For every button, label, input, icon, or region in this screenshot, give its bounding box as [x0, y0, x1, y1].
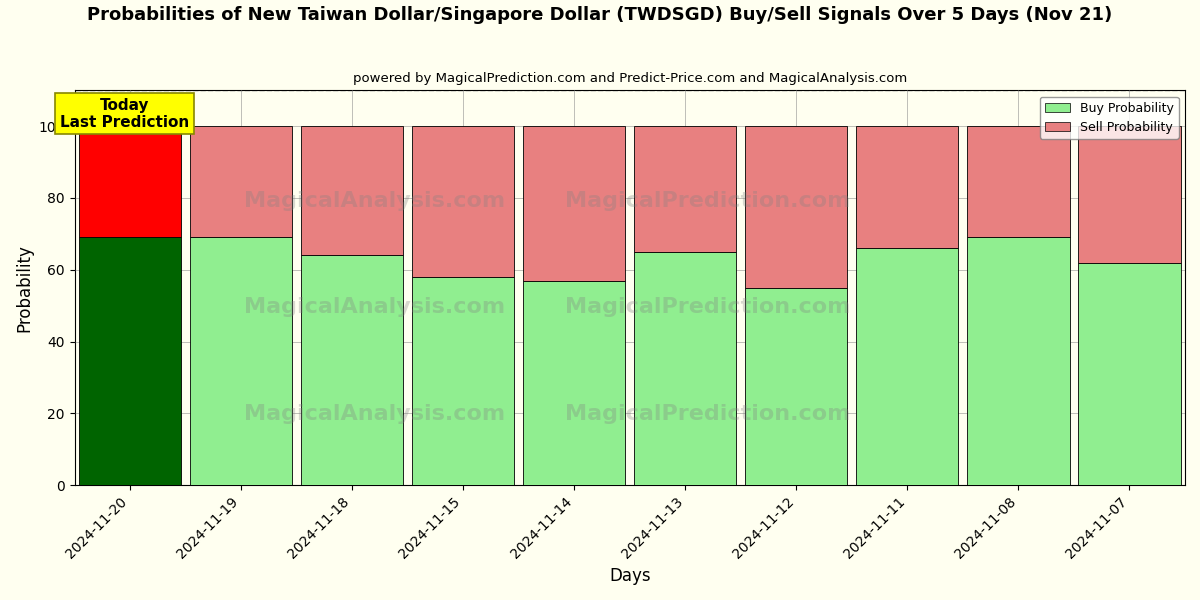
Bar: [301, 256, 403, 485]
Text: Today
Last Prediction: Today Last Prediction: [60, 98, 190, 130]
X-axis label: Days: Days: [610, 567, 650, 585]
Bar: [745, 126, 847, 288]
Text: MagicalAnalysis.com: MagicalAnalysis.com: [244, 404, 505, 424]
Text: MagicalPrediction.com: MagicalPrediction.com: [565, 404, 851, 424]
Bar: [412, 277, 515, 485]
Bar: [190, 126, 293, 238]
Legend: Buy Probability, Sell Probability: Buy Probability, Sell Probability: [1040, 97, 1178, 139]
Bar: [301, 126, 403, 256]
Bar: [967, 126, 1069, 238]
Bar: [1079, 126, 1181, 263]
Text: MagicalAnalysis.com: MagicalAnalysis.com: [244, 298, 505, 317]
Text: MagicalPrediction.com: MagicalPrediction.com: [565, 191, 851, 211]
Text: MagicalPrediction.com: MagicalPrediction.com: [565, 298, 851, 317]
Text: MagicalAnalysis.com: MagicalAnalysis.com: [244, 191, 505, 211]
Bar: [412, 126, 515, 277]
Bar: [523, 126, 625, 281]
Title: powered by MagicalPrediction.com and Predict-Price.com and MagicalAnalysis.com: powered by MagicalPrediction.com and Pre…: [353, 72, 907, 85]
Bar: [635, 126, 737, 252]
Y-axis label: Probability: Probability: [16, 244, 34, 332]
Bar: [967, 238, 1069, 485]
Bar: [745, 288, 847, 485]
Bar: [635, 252, 737, 485]
Bar: [79, 126, 181, 238]
Bar: [190, 238, 293, 485]
Bar: [79, 238, 181, 485]
Bar: [1079, 263, 1181, 485]
Text: Probabilities of New Taiwan Dollar/Singapore Dollar (TWDSGD) Buy/Sell Signals Ov: Probabilities of New Taiwan Dollar/Singa…: [88, 6, 1112, 24]
Bar: [857, 248, 959, 485]
Bar: [857, 126, 959, 248]
Bar: [523, 281, 625, 485]
